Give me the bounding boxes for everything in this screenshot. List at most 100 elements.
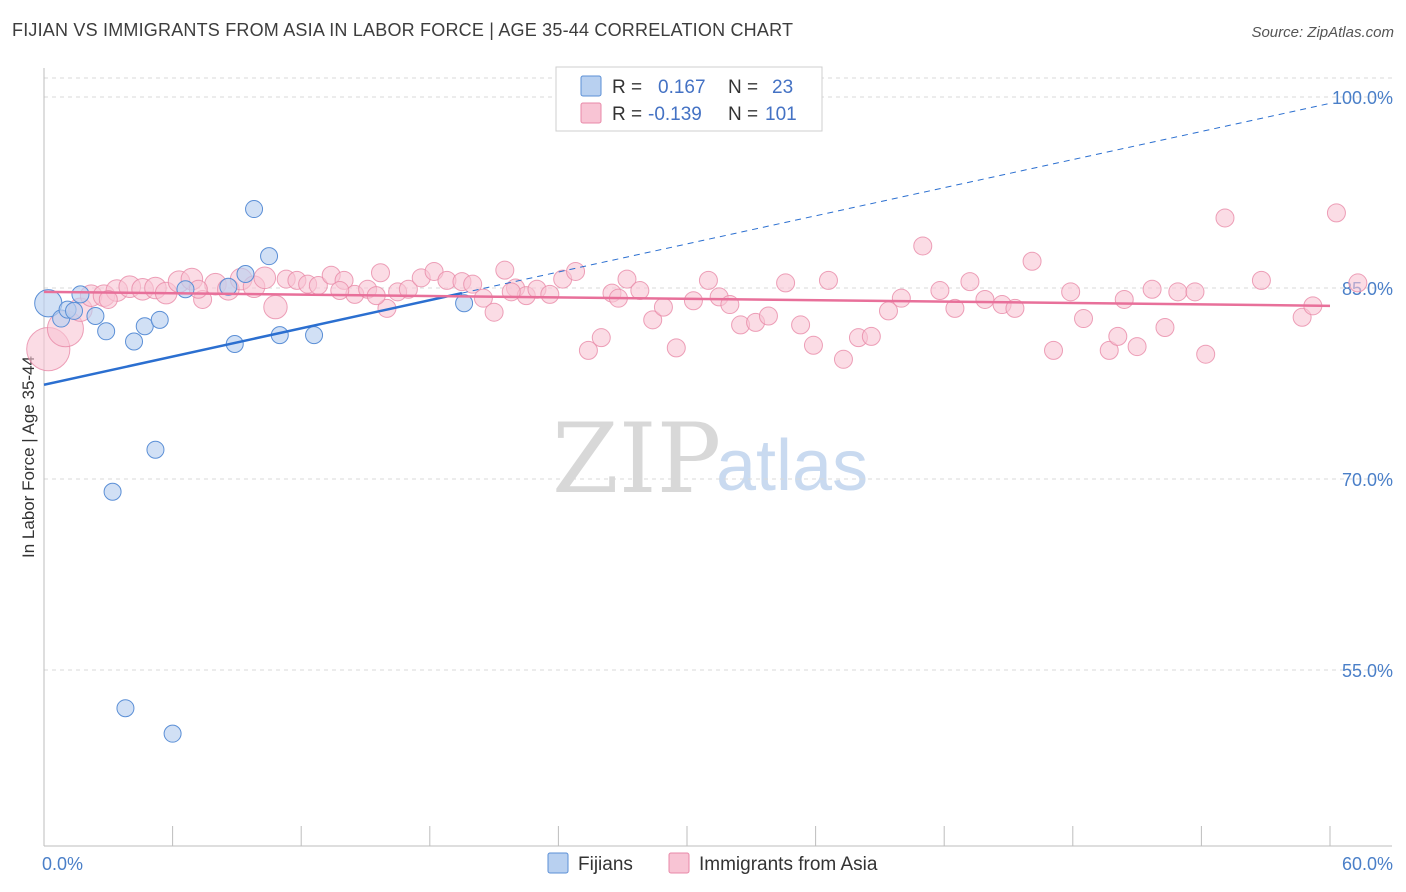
watermark: ZIP atlas [552,403,868,515]
asia-point [540,284,560,304]
asia-point [1215,208,1235,228]
y-axis-label: In Labor Force | Age 35-44 [19,356,38,558]
asia-point [666,338,686,358]
asia-point [1061,282,1081,302]
asia-point [1074,309,1094,329]
fijian-point [116,699,135,718]
fijian-point [236,264,255,283]
asia-point [776,273,796,293]
asia-point [1099,340,1119,360]
watermark-atlas: atlas [716,426,868,506]
asia-point [758,306,778,326]
fijian-point [103,482,122,501]
asia-point [891,288,911,308]
asia-trend-line [43,290,1331,308]
y-tick-label: 55.0% [1342,661,1393,681]
bottom-legend-swatch-asia [668,852,690,874]
fijian-point [86,307,105,326]
fijian-point [455,294,474,313]
asia-point [1127,337,1147,357]
asia-point [643,310,663,330]
x-axis-ticks [43,826,1331,846]
asia-point [463,274,483,294]
asia-point [1251,270,1271,290]
x-tick-label-max: 60.0% [1342,854,1393,874]
asia-point [371,263,391,283]
asia-point [1022,251,1042,271]
asia-point [1108,326,1128,346]
asia-point [330,281,350,301]
asia-point [833,349,853,369]
asia-point [253,266,277,290]
x-tick-label-min: 0.0% [42,854,83,874]
asia-point [263,294,288,320]
fijians-series [34,200,474,743]
gridlines [44,77,1392,671]
asia-point [945,298,965,318]
fijian-point [146,440,165,459]
legend-r-label-2: R = [612,104,642,125]
asia-point [1196,344,1216,364]
legend-r-value-1: 0.167 [658,77,706,98]
fijian-point [260,247,279,266]
asia-point [653,297,673,317]
fijian-point [150,310,169,329]
fijians-trend-line [43,291,463,386]
asia-point [1044,340,1064,360]
source-label: Source: ZipAtlas.com [1251,24,1394,41]
fijian-point [97,322,116,341]
trend-lines [43,102,1331,386]
asia-point [578,340,598,360]
series-legend: Fijians Immigrants from Asia [547,852,878,875]
asia-point [1168,282,1188,302]
legend-n-label-2: N = [728,104,758,125]
asia-point [1142,279,1162,299]
asia-point [495,260,515,280]
asia-point [683,291,703,311]
fijian-point [71,285,90,304]
fijian-point [135,317,154,336]
asia-point [803,335,823,355]
fijian-point [65,301,84,320]
asia-point [484,302,504,322]
y-tick-label: 70.0% [1342,470,1393,490]
asia-point [1005,298,1025,318]
asia-point [975,289,995,309]
legend-n-label-1: N = [728,77,758,98]
fijian-point [305,326,324,345]
legend-swatch-asia [580,102,602,124]
y-axis-tick-labels: 100.0%85.0%70.0%55.0% [1332,88,1393,681]
legend-r-label-1: R = [612,77,642,98]
fijian-point [176,280,195,299]
asia-series [26,203,1368,372]
fijian-point [219,277,238,296]
y-tick-label: 100.0% [1332,88,1393,108]
correlation-legend: R = 0.167 N = 23 R = -0.139 N = 101 [555,66,823,132]
asia-point [698,270,718,290]
fijians-trend-extension [461,102,1331,294]
fijian-point [245,200,264,219]
asia-point [930,281,950,301]
bottom-legend-swatch-fijians [547,852,569,874]
legend-n-value-1: 23 [772,77,793,98]
asia-point [591,328,611,348]
watermark-zip: ZIP [552,403,721,515]
asia-point [566,261,586,281]
legend-r-value-2: -0.139 [648,104,702,125]
asia-point [398,279,418,299]
legend-swatch-fijians [580,75,602,97]
bottom-legend-fijians: Fijians [578,854,633,875]
fijian-point [163,724,182,743]
asia-point [1155,317,1175,337]
asia-point [1185,282,1205,302]
asia-point [913,236,933,256]
asia-point [1348,273,1368,293]
asia-point [861,326,881,346]
asia-point [98,289,118,309]
chart-title: FIJIAN VS IMMIGRANTS FROM ASIA IN LABOR … [12,20,794,40]
asia-point [1114,289,1134,309]
asia-point [630,281,650,301]
asia-point [818,270,838,290]
asia-point [617,269,637,289]
